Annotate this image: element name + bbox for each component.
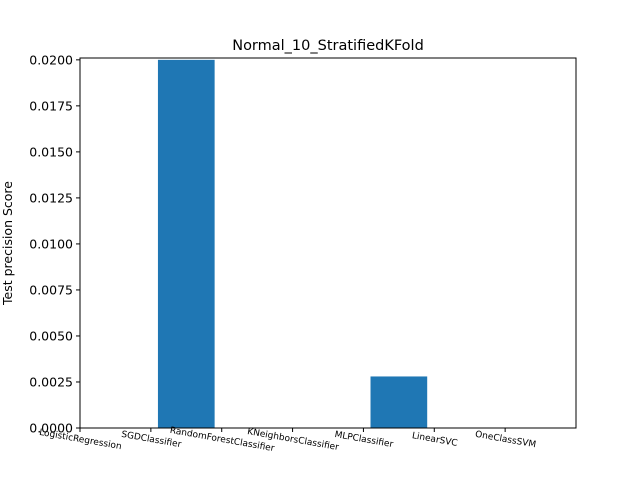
x-tick-label: MLPClassifier <box>334 430 394 450</box>
bar-MLPClassifier <box>370 376 428 428</box>
bar-SGDClassifier <box>157 59 215 429</box>
y-tick-label: 0.0100 <box>29 236 73 251</box>
y-tick-label: 0.0025 <box>29 374 73 389</box>
y-axis: 0.0000 0.0025 0.0050 0.0075 0.0100 0.0125 0.01… <box>29 52 80 436</box>
y-tick-label: 0.0000 <box>29 421 73 436</box>
y-tick-label: 0.0150 <box>29 144 73 159</box>
x-tick-label: LinearSVC <box>411 431 458 449</box>
x-tick-label: OneClassSVM <box>474 430 536 451</box>
y-tick-label: 0.0200 <box>29 52 73 67</box>
bars-group <box>157 59 428 429</box>
chart-title: Normal_10_StratifiedKFold <box>232 38 424 54</box>
plot-frame <box>79 57 577 429</box>
x-axis: LogisticRegressionSGDClassifierRandomFor… <box>38 426 536 454</box>
y-tick-label: 0.0075 <box>29 282 73 297</box>
y-axis-label: Test precision Score <box>0 181 15 306</box>
y-tick-label: 0.0175 <box>29 98 73 113</box>
y-tick-label: 0.0050 <box>29 328 73 343</box>
y-tick-label: 0.0125 <box>29 190 73 205</box>
